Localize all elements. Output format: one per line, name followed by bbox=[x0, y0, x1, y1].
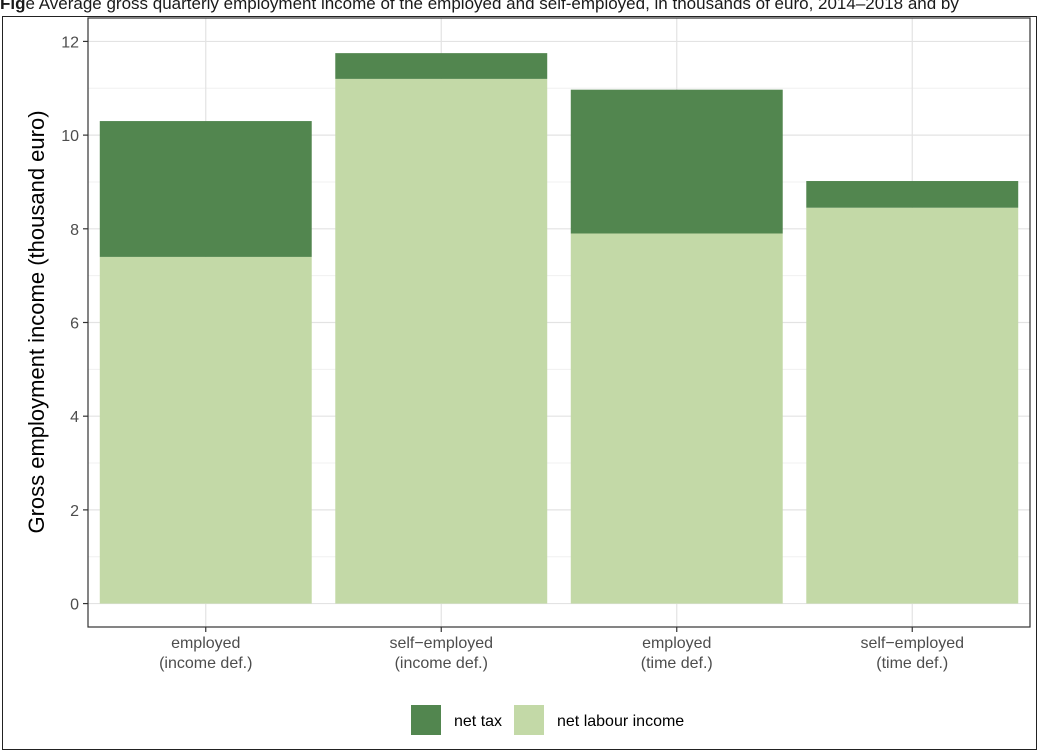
legend-swatch-net-labour-income bbox=[514, 705, 544, 735]
figure-frame bbox=[2, 16, 1037, 750]
bar-net-labour-income-4 bbox=[806, 207, 1019, 604]
y-tick-label: 0 bbox=[70, 597, 79, 614]
bar-net-labour-income-1 bbox=[99, 256, 312, 604]
y-tick-label: 6 bbox=[70, 316, 79, 333]
bar-net-tax-1 bbox=[99, 121, 312, 257]
y-tick-label: 2 bbox=[70, 503, 79, 520]
y-tick-label: 10 bbox=[61, 128, 79, 145]
x-tick-label: self−employed bbox=[860, 635, 964, 652]
bar-net-labour-income-3 bbox=[570, 233, 783, 604]
y-tick-label: 12 bbox=[61, 34, 79, 51]
bar-net-tax-2 bbox=[335, 53, 548, 79]
x-tick-label: employed bbox=[171, 635, 240, 652]
bar-net-tax-3 bbox=[570, 89, 783, 234]
figure-caption-prefix: Fig bbox=[0, 0, 26, 13]
legend-label: net tax bbox=[454, 713, 502, 730]
x-tick-label: self−employed bbox=[389, 635, 493, 652]
x-tick-label: (income def.) bbox=[395, 655, 488, 672]
y-axis-title: Gross employment income (thousand euro) bbox=[24, 110, 49, 533]
figure-caption-text: e Average gross quarterly employment inc… bbox=[25, 0, 959, 13]
axes: 0 2 4 6 8 10 12 employed (income def.) self−emplo… bbox=[61, 34, 964, 672]
bar-net-tax-4 bbox=[806, 181, 1019, 208]
legend-label: net labour income bbox=[557, 713, 684, 730]
x-tick-label: (income def.) bbox=[159, 655, 252, 672]
x-tick-label: (time def.) bbox=[641, 655, 713, 672]
legend: net tax net labour income bbox=[411, 705, 684, 735]
legend-swatch-net-tax bbox=[411, 705, 441, 735]
bars bbox=[99, 53, 1019, 604]
bar-net-labour-income-2 bbox=[335, 78, 548, 604]
y-tick-label: 4 bbox=[70, 409, 79, 426]
y-tick-label: 8 bbox=[70, 222, 79, 239]
x-tick-label: (time def.) bbox=[876, 655, 948, 672]
figure-caption: Fige Average gross quarterly employment … bbox=[0, 0, 1041, 14]
x-tick-label: employed bbox=[642, 635, 711, 652]
